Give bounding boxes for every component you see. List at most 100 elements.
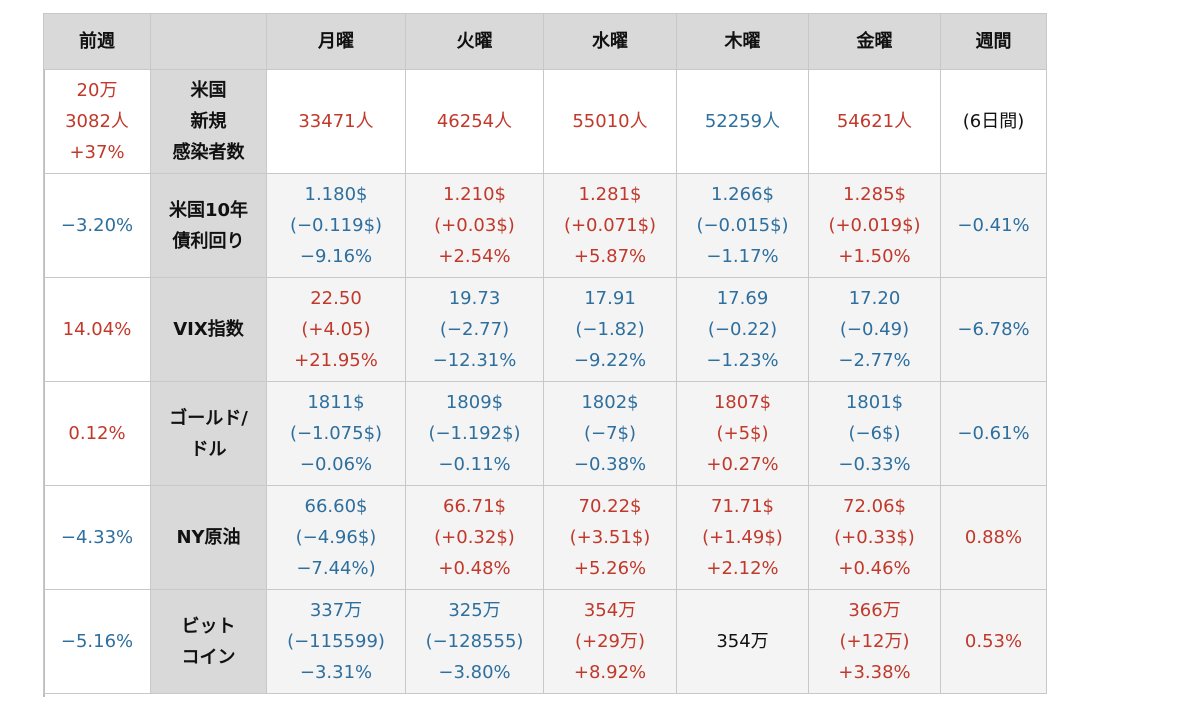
row-label-line: 債利回り [172,230,245,252]
prev-week-line: 3082人 [65,111,129,132]
day-cell-wed: 354万 (+29万) +8.92% [543,589,677,694]
day-value-line: 1807$ [713,392,772,413]
prev-week-line: −3.20% [60,215,134,236]
day-value-line: 1.266$ [711,184,774,205]
prev-week-cell: −3.20% [43,173,151,278]
day-value-line: −0.38% [573,454,647,475]
day-cell-mon: 337万 (−115599) −3.31% [266,589,406,694]
prev-week-cell: 14.04% [43,277,151,382]
header-week: 週間 [940,13,1047,70]
table-row: −4.33% NY原油 66.60$ (−4.96$) −7.44%) 66.71$ (+0… [43,485,1047,590]
week-value-line: (6日間) [962,111,1025,132]
header-wednesday: 水曜 [543,13,677,70]
row-label-line: コイン [181,646,236,668]
day-value-line: +2.54% [438,246,511,267]
prev-week-cell: −5.16% [43,589,151,694]
day-cell-wed: 1802$ (−7$) −0.38% [543,381,677,486]
day-cell-fri: 1801$ (−6$) −0.33% [808,381,941,486]
day-value-line: (−7$) [583,423,637,444]
row-label: VIX指数 [150,277,267,382]
day-value-line: 1802$ [581,392,639,413]
table-row: −5.16% ビットコイン 337万 (−115599) −3.31% 325万 (−128… [43,589,1047,694]
day-value-line: +8.92% [573,662,647,683]
day-value-line: (+0.071$) [563,215,657,236]
row-label-line: 米国 [190,80,227,101]
row-label: 米国 新規 感染者数 [150,69,267,174]
day-cell-tue: 1809$ (−1.192$) −0.11% [405,381,544,486]
day-value-line: (+0.03$) [434,215,515,236]
day-cell-wed: 1.281$ (+0.071$) +5.87% [543,173,677,278]
row-label-line: NY原油 [176,527,241,548]
row-label: ゴールド/ドル [150,381,267,486]
day-cell-wed: 70.22$ (+3.51$) +5.26% [543,485,677,590]
row-label: NY原油 [150,485,267,590]
day-value-line: 46254人 [436,111,513,132]
day-value-line: 17.91 [584,288,636,309]
week-value-line: −6.78% [957,319,1030,340]
day-value-line: +21.95% [294,350,378,371]
day-cell-thu: 17.69 (−0.22) −1.23% [676,277,809,382]
row-label-line: ビット [181,615,236,637]
day-value-line: 366万 [848,600,901,621]
day-value-line: 1.285$ [843,184,906,205]
day-cell-tue: 325万 (−128555) −3.80% [405,589,544,694]
day-value-line: 337万 [309,600,363,621]
header-thursday: 木曜 [676,13,809,70]
row-label: 米国10年債利回り [150,173,267,278]
day-cell-mon: 22.50 (+4.05) +21.95% [266,277,406,382]
row-label-line: 米国10年 [168,199,249,221]
day-value-line: 325万 [448,600,501,621]
week-cell: −0.61% [940,381,1047,486]
day-value-line: 17.20 [848,288,901,309]
day-cell-fri: 1.285$ (+0.019$) +1.50% [808,173,941,278]
day-value-line: −0.11% [438,454,511,475]
day-value-line: +0.46% [838,558,911,579]
day-value-line: 71.71$ [711,496,774,517]
day-value-line: −7.44%) [296,558,376,579]
day-value-line: (−0.22) [707,319,778,340]
prev-week-cell: −4.33% [43,485,151,590]
day-value-line: 1.281$ [578,184,642,205]
week-cell: (6日間) [940,69,1047,174]
prev-week-cell: 20万 3082人 +37% [43,69,151,174]
day-value-line: (−1.82) [575,319,645,340]
day-value-line: 72.06$ [843,496,906,517]
table-row: 14.04% VIX指数 22.50 (+4.05) +21.95% 19.73 (−2.7… [43,277,1047,382]
day-value-line: −0.06% [299,454,373,475]
day-value-line: (−128555) [425,631,524,652]
row-label-line: 新規 [190,111,227,132]
day-value-line: −9.16% [299,246,373,267]
day-value-line: +3.38% [838,662,911,683]
prev-week-line: −5.16% [60,631,134,652]
day-cell-mon: 33471人 [266,69,406,174]
day-value-line: −1.17% [706,246,779,267]
prev-week-line: 20万 [76,80,118,101]
day-cell-thu: 1807$ (+5$) +0.27% [676,381,809,486]
row-label-line: 感染者数 [172,142,245,163]
prev-week-cell: 0.12% [43,381,151,486]
weekly-market-table: 前週 月曜 火曜 水曜 木曜 金曜 週間 20万 3082人 +37% 米国 新規 感染者… [43,13,1047,694]
day-value-line: −9.22% [573,350,647,371]
day-cell-mon: 66.60$ (−4.96$) −7.44%) [266,485,406,590]
day-cell-wed: 17.91 (−1.82) −9.22% [543,277,677,382]
table-row: 20万 3082人 +37% 米国 新規 感染者数 33471人 46254人 55010人 52… [43,69,1047,174]
day-value-line: (+0.32$) [434,527,515,548]
week-cell: −0.41% [940,173,1047,278]
week-cell: 0.53% [940,589,1047,694]
day-value-line: 1801$ [845,392,904,413]
day-cell-fri: 17.20 (−0.49) −2.77% [808,277,941,382]
day-value-line: −1.23% [706,350,779,371]
day-value-line: (−0.119$) [289,215,383,236]
day-value-line: −3.31% [299,662,373,683]
day-value-line: 1.180$ [304,184,368,205]
day-value-line: −2.77% [838,350,911,371]
day-value-line: +1.50% [838,246,911,267]
day-value-line: (+3.51$) [569,527,651,548]
day-value-line: (−4.96$) [295,527,377,548]
table-row: 0.12% ゴールド/ドル 1811$ (−1.075$) −0.06% 1809$ (−1… [43,381,1047,486]
day-cell-tue: 19.73 (−2.77) −12.31% [405,277,544,382]
day-value-line: 17.69 [716,288,769,309]
day-value-line: 354万 [716,631,769,652]
day-cell-mon: 1.180$ (−0.119$) −9.16% [266,173,406,278]
day-value-line: +5.26% [573,558,647,579]
